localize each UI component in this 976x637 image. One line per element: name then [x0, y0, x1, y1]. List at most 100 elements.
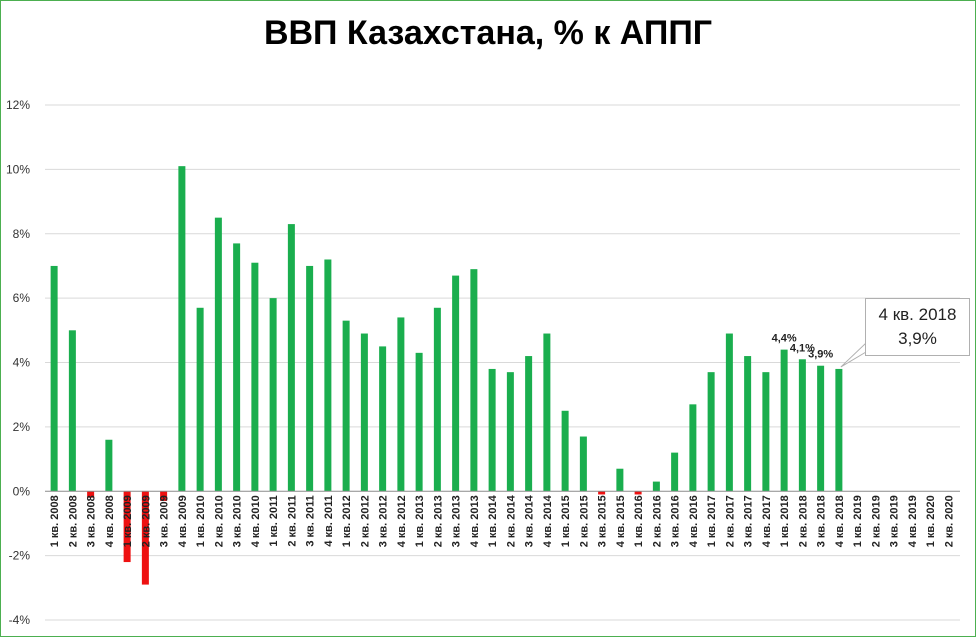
x-tick-label: 4 кв. 2009 — [177, 495, 189, 547]
bar — [105, 439, 113, 492]
x-tick-label: 4 кв. 2019 — [907, 495, 919, 547]
x-tick-label: 4 кв. 2012 — [396, 495, 408, 547]
bar — [415, 352, 423, 492]
bar — [87, 491, 95, 498]
x-tick-label: 3 кв. 2017 — [743, 495, 755, 547]
bar — [342, 320, 350, 492]
x-tick-label: 4 кв. 2018 — [834, 495, 846, 547]
x-tick-label: 4 кв. 2008 — [104, 495, 116, 547]
x-tick-label: 3 кв. 2011 — [305, 495, 317, 546]
bar — [251, 262, 259, 492]
x-tick-label: 1 кв. 2014 — [487, 494, 499, 547]
bar — [397, 317, 405, 492]
bar — [360, 333, 368, 492]
x-tick-label: 3 кв. 2018 — [816, 495, 828, 547]
bar — [196, 307, 204, 492]
bar — [287, 224, 295, 492]
bar — [525, 356, 533, 492]
bar — [817, 365, 825, 492]
x-tick-label: 2 кв. 2012 — [359, 495, 371, 547]
bar — [652, 481, 660, 492]
x-tick-label: 4 кв. 2014 — [542, 494, 554, 547]
x-tick-label: 2 кв. 2008 — [67, 495, 79, 547]
bar — [707, 372, 715, 492]
x-tick-label: 2 кв. 2020 — [943, 495, 955, 547]
data-label: 4,1% — [790, 342, 815, 354]
x-tick-label: 2 кв. 2011 — [286, 495, 298, 546]
bar — [579, 436, 587, 492]
x-tick-label: 3 кв. 2015 — [597, 495, 609, 547]
bar — [689, 404, 697, 492]
bar — [306, 265, 314, 492]
bar — [324, 259, 332, 492]
y-tick-label: 4% — [13, 356, 31, 370]
callout-pointer — [840, 341, 867, 368]
bar — [598, 491, 606, 495]
bar — [68, 330, 76, 492]
callout-box: 4 кв. 2018 3,9% — [865, 298, 970, 356]
bar — [160, 491, 168, 501]
data-label: 4,4% — [772, 333, 797, 345]
x-tick-label: 2 кв. 2017 — [724, 495, 736, 547]
x-tick-label: 3 кв. 2012 — [378, 495, 390, 547]
bar — [780, 349, 788, 492]
y-tick-label: 0% — [13, 484, 31, 498]
bar — [835, 368, 843, 492]
data-label: 3,9% — [808, 349, 833, 361]
chart-title: ВВП Казахстана, % к АППГ — [263, 14, 713, 52]
x-tick-label: 2 кв. 2010 — [213, 495, 225, 547]
x-tick-label: 1 кв. 2020 — [925, 495, 937, 547]
bar — [798, 359, 806, 492]
bar — [561, 410, 569, 492]
x-tick-label: 2 кв. 2009 — [140, 495, 152, 547]
x-tick-label: 3 кв. 2013 — [451, 495, 463, 547]
y-tick-label: 2% — [13, 420, 31, 434]
bar — [452, 275, 460, 492]
x-tick-label: 3 кв. 2008 — [86, 495, 98, 547]
x-tick-label: 2 кв. 2013 — [432, 495, 444, 547]
y-tick-label: -4% — [9, 613, 31, 627]
y-tick-label: 6% — [13, 291, 31, 305]
bar — [506, 372, 514, 492]
callout-period: 4 кв. 2018 — [878, 305, 957, 324]
bar — [379, 346, 387, 492]
bar — [178, 166, 186, 492]
bar — [671, 452, 679, 492]
x-tick-label: 1 кв. 2008 — [49, 495, 61, 547]
x-tick-label: 1 кв. 2017 — [706, 495, 718, 547]
bar — [744, 356, 752, 492]
bar — [725, 333, 733, 492]
x-tick-label: 2 кв. 2016 — [651, 495, 663, 547]
bar — [616, 468, 624, 492]
x-tick-label: 2 кв. 2015 — [578, 495, 590, 547]
x-tick-label: 2 кв. 2019 — [870, 495, 882, 547]
x-tick-label: 4 кв. 2011 — [323, 495, 335, 546]
x-tick-label: 4 кв. 2016 — [688, 495, 700, 547]
bar — [123, 491, 131, 563]
x-tick-label: 3 кв. 2009 — [159, 495, 171, 547]
x-tick-label: 1 кв. 2019 — [852, 495, 864, 547]
y-tick-label: 8% — [13, 227, 31, 241]
bar — [433, 307, 441, 492]
x-tick-label: 1 кв. 2013 — [414, 495, 426, 547]
x-tick-label: 3 кв. 2010 — [232, 495, 244, 547]
x-tick-label: 2 кв. 2018 — [797, 495, 809, 547]
y-tick-label: 10% — [6, 162, 30, 176]
bar — [214, 217, 222, 492]
x-tick-label: 4 кв. 2010 — [250, 495, 262, 547]
bar — [470, 269, 478, 492]
bar — [141, 491, 149, 585]
x-tick-label: 1 кв. 2018 — [779, 495, 791, 547]
bar — [488, 368, 496, 492]
bar — [762, 372, 770, 492]
bar — [233, 243, 241, 492]
x-tick-label: 3 кв. 2019 — [889, 495, 901, 547]
x-tick-label: 3 кв. 2016 — [670, 495, 682, 547]
x-tick-label: 1 кв. 2015 — [560, 495, 572, 547]
x-tick-label: 3 кв. 2014 — [524, 494, 536, 547]
x-tick-label: 4 кв. 2015 — [615, 495, 627, 547]
x-tick-label: 4 кв. 2017 — [761, 495, 773, 547]
callout-value: 3,9% — [898, 329, 937, 348]
y-tick-label: 12% — [6, 98, 30, 112]
